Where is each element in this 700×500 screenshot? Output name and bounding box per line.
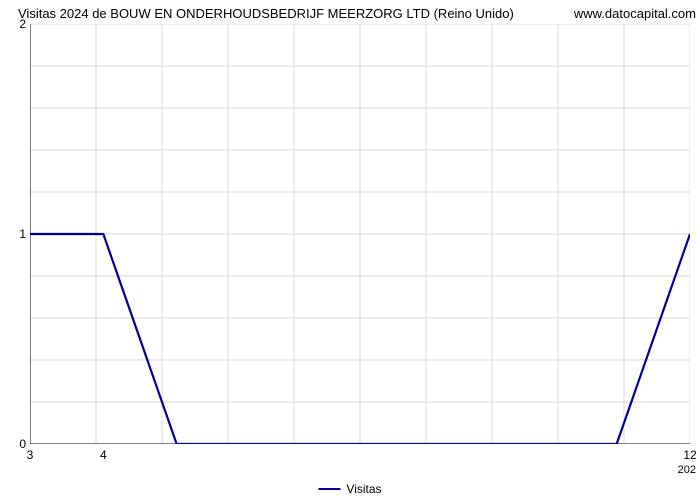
watermark-text: www.datocapital.com (574, 6, 696, 21)
plot-area (30, 24, 690, 444)
chart-title: Visitas 2024 de BOUW EN ONDERHOUDSBEDRIJ… (18, 6, 514, 21)
x-tick-label: 3 (27, 448, 34, 462)
x-tick-label: 12 (683, 448, 696, 462)
legend-label: Visitas (346, 482, 381, 496)
x-axis-annotation: 202 (678, 464, 696, 476)
legend: Visitas (318, 482, 381, 496)
legend-line-icon (318, 488, 340, 490)
y-tick-label: 1 (8, 227, 26, 241)
y-tick-label: 2 (8, 17, 26, 31)
chart-svg (30, 24, 690, 444)
y-tick-label: 0 (8, 437, 26, 451)
x-tick-label: 4 (100, 448, 107, 462)
